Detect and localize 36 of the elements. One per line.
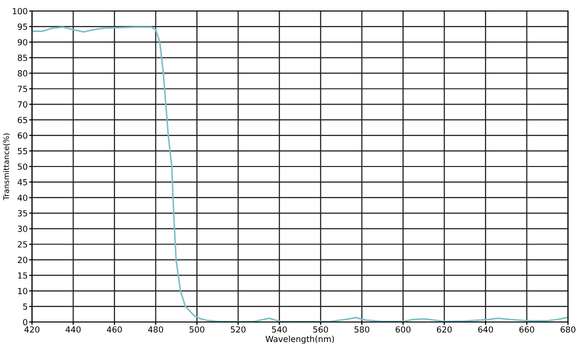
y-tick-label: 55 — [18, 148, 28, 154]
y-tick-label: 10 — [18, 288, 28, 294]
x-tick-label: 460 — [106, 326, 122, 333]
x-tick-label: 560 — [313, 326, 328, 333]
y-tick-label: 60 — [18, 132, 28, 139]
y-tick-label: 35 — [18, 210, 28, 216]
y-tick-label: 50 — [18, 163, 28, 170]
y-tick-label: 0 — [23, 318, 28, 326]
y-tick-label: 40 — [18, 194, 28, 201]
y-tick-label: 75 — [18, 86, 28, 92]
x-tick-label: 520 — [230, 326, 246, 333]
x-tick-label: 500 — [190, 326, 204, 333]
y-tick-label: 85 — [18, 54, 28, 61]
y-tick-label: 5 — [23, 304, 28, 310]
y-tick-label: 65 — [18, 116, 28, 124]
y-tick-label: 100 — [12, 8, 28, 14]
y-tick-label: 80 — [18, 70, 28, 76]
x-tick-label: 420 — [24, 326, 40, 333]
x-tick-label: 680 — [560, 326, 576, 333]
y-tick-label: 90 — [18, 39, 28, 46]
y-tick-label: 15 — [18, 272, 28, 279]
x-tick-label: 440 — [66, 326, 81, 333]
x-tick-label: 580 — [354, 326, 370, 333]
x-tick-label: 480 — [148, 326, 164, 333]
y-tick-label: 20 — [18, 256, 28, 264]
y-tick-label: 45 — [18, 179, 28, 186]
x-tick-label: 540 — [272, 326, 287, 333]
x-tick-label: 600 — [396, 326, 410, 333]
x-tick-label: 640 — [478, 326, 493, 333]
y-tick-label: 95 — [18, 24, 28, 30]
x-axis-title: Wavelength(nm) — [266, 336, 334, 344]
y-tick-label: 25 — [18, 241, 28, 248]
y-tick-label: 30 — [18, 226, 28, 232]
x-tick-label: 660 — [519, 326, 534, 333]
y-tick-label: 70 — [18, 101, 28, 108]
x-tick-label: 620 — [436, 326, 452, 333]
